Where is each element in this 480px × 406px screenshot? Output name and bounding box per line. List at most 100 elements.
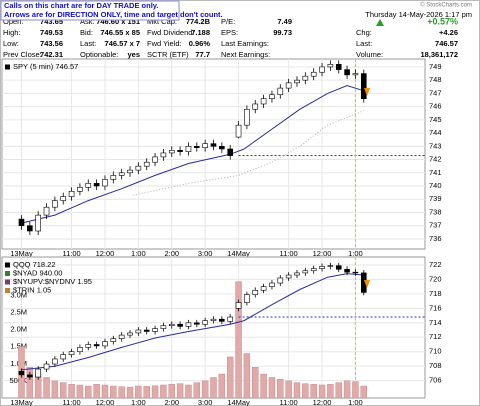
field-label: Chg: (356, 28, 372, 37)
volume-bar (43, 377, 50, 399)
legend-swatch (5, 279, 10, 285)
field-value: 743.56 (40, 39, 63, 48)
field-value: yes (127, 50, 140, 59)
volume-bar (318, 384, 326, 399)
volume-bar (118, 386, 125, 399)
candle-body (43, 363, 50, 370)
x-tick-label: 12:00 (96, 249, 115, 258)
candle-body (35, 368, 41, 378)
candle-body (327, 265, 334, 267)
x-tick-label: 1:00 (348, 398, 363, 406)
field-label: Optionable: (80, 50, 118, 59)
field-value: 7.49 (277, 17, 292, 26)
volume-bar (101, 384, 109, 399)
direction-arrow (364, 280, 370, 288)
candle-body (160, 152, 167, 158)
field-label: Low: (3, 39, 19, 48)
candle-body (135, 165, 142, 171)
y-tick-label: 739 (429, 194, 442, 203)
plot-frame (1, 58, 426, 250)
y-tick-label: 741 (429, 168, 442, 177)
x-tick-label: 11:00 (62, 398, 80, 406)
panel: 706 708 710 712 714 716 718 720 722 13May 11:00 12:… (1, 256, 442, 406)
volume-bar (327, 384, 334, 399)
field-value: 0.96% (189, 39, 211, 48)
volume-bar (68, 384, 75, 399)
note-box (0, 0, 180, 21)
candle-body (194, 322, 200, 325)
candle-body (285, 274, 292, 279)
field-value: 18,361,172 (420, 50, 458, 59)
candle-body (319, 66, 325, 73)
candle-body (285, 82, 292, 89)
field-value: 746.57 (435, 39, 458, 48)
x-tick-label: 11:00 (280, 249, 298, 258)
site-credit: © StockCharts.com (420, 2, 472, 9)
candle-body (77, 347, 83, 353)
candle-body (294, 272, 300, 276)
field-value: 7.188 (191, 28, 210, 37)
candle-body (60, 354, 67, 360)
up-arrow (376, 19, 384, 26)
volume-bar (260, 373, 267, 399)
candle-body (60, 196, 67, 201)
candle-body (68, 351, 75, 355)
y-tick-label: 749 (429, 62, 442, 71)
field-label: Last Earnings: (221, 39, 269, 48)
candle-body (235, 124, 242, 138)
field-label: Fwd Yield: (147, 39, 182, 48)
candle-body (160, 325, 167, 329)
volume-bar (201, 380, 209, 399)
field-label: P/E: (221, 17, 235, 26)
candle-body (43, 206, 50, 216)
y-tick-label: 740 (429, 181, 442, 190)
volume-bar (93, 384, 100, 399)
field-value: 746.57 x 7 (105, 39, 140, 48)
y-tick-label: 714 (429, 318, 442, 327)
x-tick-label: 11:00 (280, 398, 298, 406)
legend-label: $NYAD 940.00 (13, 268, 62, 277)
volume-bar (277, 378, 284, 399)
candle-body (118, 334, 125, 340)
candle-body (344, 268, 350, 273)
x-tick-label: 11:00 (62, 249, 80, 258)
volume-bar (143, 386, 150, 399)
candle-body (277, 87, 284, 96)
field-label: Fwd Dividend: (147, 28, 195, 37)
x-tick-label: 1:00 (131, 249, 146, 258)
field-label: Prev Close: (3, 50, 42, 59)
volume-bar (293, 382, 301, 399)
volume-bar (335, 382, 342, 399)
candle-body (310, 268, 317, 272)
volume-bar (268, 377, 276, 399)
header: Open: 743.65 High: 749.53 Low: 743.56 Prev Clo… (3, 16, 458, 59)
panel: 736 737 738 739 740 741 742 743 744 745 746 747 748 7… (1, 58, 442, 258)
volume-bar (110, 385, 117, 399)
y-tick-label: 722 (429, 260, 442, 269)
field-label: Mkt Cap: (147, 17, 177, 26)
y-tick-label: 738 (429, 207, 442, 216)
candle-body (168, 323, 175, 326)
x-tick-label: 13May (10, 249, 33, 258)
candle-body (352, 73, 359, 76)
candle-body (294, 79, 300, 84)
field-value: 749.53 (40, 28, 63, 37)
candle-body (152, 328, 158, 332)
y-tick-label: 742 (429, 155, 442, 164)
x-tick-label: 2:00 (164, 249, 179, 258)
candle-body (102, 179, 108, 187)
y-tick-label: 747 (429, 88, 442, 97)
candle-body (352, 271, 359, 274)
volume-bar (60, 382, 67, 399)
candle-body (168, 149, 175, 154)
candle-body (269, 282, 275, 287)
volume-bar (218, 373, 226, 399)
candle-body (194, 146, 200, 148)
x-tick-label: 3:00 (198, 398, 213, 406)
candle-body (335, 265, 342, 270)
x-tick-label: 1:00 (131, 398, 146, 406)
volume-bar (226, 356, 234, 399)
volume-bar (343, 380, 351, 399)
candle-body (152, 156, 158, 163)
